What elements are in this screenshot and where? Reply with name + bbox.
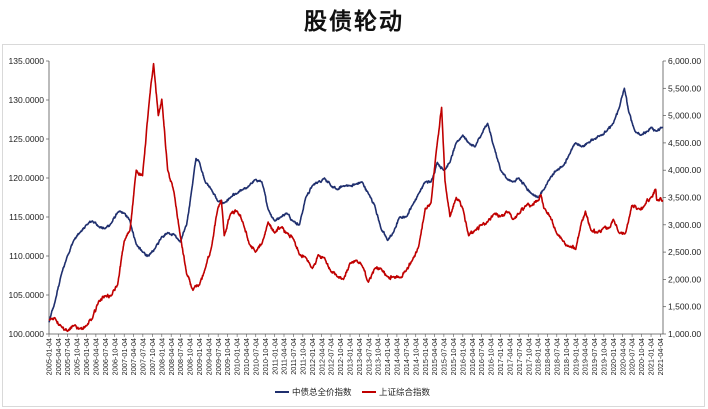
x-tick-label: 2009-01-04 — [195, 338, 204, 375]
legend: 中债总全价指数 上证综合指数 — [275, 387, 431, 398]
x-tick-label: 2005-01-04 — [45, 338, 54, 375]
chart-frame — [2, 44, 705, 407]
x-tick-label: 2011-07-04 — [289, 338, 298, 375]
x-tick-label: 2016-07-04 — [477, 338, 486, 375]
x-tick-label: 2020-01-04 — [609, 338, 618, 375]
x-tick-label: 2009-10-04 — [223, 338, 232, 375]
x-tick-label: 2020-10-04 — [637, 338, 646, 375]
x-tick-label: 2005-10-04 — [73, 338, 82, 375]
x-tick-label: 2005-04-04 — [54, 338, 63, 375]
x-tick-label: 2015-01-04 — [421, 338, 430, 375]
x-tick-label: 2020-04-04 — [618, 338, 627, 375]
x-tick-label: 2019-04-04 — [581, 338, 590, 375]
x-tick-label: 2010-07-04 — [251, 338, 260, 375]
x-tick-label: 2017-01-04 — [496, 338, 505, 375]
y-left-tick-label: 135.0000 — [9, 56, 45, 66]
x-tick-label: 2013-01-04 — [346, 338, 355, 375]
x-tick-label: 2016-01-04 — [458, 338, 467, 375]
x-tick-label: 2006-04-04 — [91, 338, 100, 375]
x-tick-label: 2018-07-04 — [552, 338, 561, 375]
x-tick-label: 2015-10-04 — [449, 338, 458, 375]
x-tick-label: 2017-10-04 — [524, 338, 533, 375]
x-tick-label: 2019-10-04 — [599, 338, 608, 375]
x-tick-label: 2009-04-04 — [204, 338, 213, 375]
y-left-tick-label: 125.0000 — [9, 134, 45, 144]
x-tick-label: 2015-07-04 — [439, 338, 448, 375]
x-tick-label: 2010-10-04 — [261, 338, 270, 375]
y-right-tick-label: 2,500.00 — [668, 247, 701, 257]
chart-title: 股债轮动 — [304, 9, 404, 35]
x-tick-label: 2017-04-04 — [505, 338, 514, 375]
x-tick-label: 2008-10-04 — [186, 338, 195, 375]
x-tick-label: 2006-01-04 — [82, 338, 91, 375]
x-tick-label: 2006-10-04 — [110, 338, 119, 375]
x-tick-label: 2016-10-04 — [487, 338, 496, 375]
x-tick-label: 2015-04-04 — [430, 338, 439, 375]
x-tick-label: 2013-10-04 — [374, 338, 383, 375]
x-tick-label: 2018-01-04 — [534, 338, 543, 375]
series-line-0 — [48, 87, 664, 323]
x-tick-label: 2013-04-04 — [355, 338, 364, 375]
y-left-tick-label: 100.0000 — [9, 329, 45, 339]
y-left-tick-label: 115.0000 — [9, 212, 44, 222]
x-tick-label: 2019-07-04 — [590, 338, 599, 375]
y-right-tick-label: 2,000.00 — [668, 274, 701, 284]
x-tick-label: 2008-07-04 — [176, 338, 185, 375]
y-right-tick-label: 5,500.00 — [668, 83, 701, 93]
x-tick-label: 2009-07-04 — [214, 338, 223, 375]
x-tick-label: 2006-07-04 — [101, 338, 110, 375]
x-tick-label: 2019-01-04 — [571, 338, 580, 375]
x-tick-label: 2021-04-04 — [656, 338, 665, 375]
y-left-tick-label: 105.0000 — [9, 290, 45, 300]
x-tick-label: 2012-04-04 — [317, 338, 326, 375]
x-tick-label: 2020-07-04 — [628, 338, 637, 375]
x-tick-label: 2007-10-04 — [148, 338, 157, 375]
x-tick-label: 2014-01-04 — [383, 338, 392, 375]
y-left-tick-label: 120.0000 — [9, 173, 45, 183]
x-tick-label: 2012-07-04 — [327, 338, 336, 375]
y-right-tick-label: 3,500.00 — [668, 193, 701, 203]
x-tick-label: 2018-04-04 — [543, 338, 552, 375]
x-tick-label: 2014-04-04 — [392, 338, 401, 375]
x-tick-label: 2012-01-04 — [308, 338, 317, 375]
x-tick-label: 2010-01-04 — [233, 338, 242, 375]
y-right-tick-label: 4,000.00 — [668, 165, 701, 175]
y-right-tick-label: 3,000.00 — [668, 220, 701, 230]
axes: 100.0000 105.0000 110.0000 115.0000 120.0000… — [9, 56, 702, 375]
x-tick-label: 2012-10-04 — [336, 338, 345, 375]
y-right-tick-label: 6,000.00 — [668, 56, 701, 66]
y-left-tick-label: 130.0000 — [9, 95, 45, 105]
x-tick-label: 2011-10-04 — [298, 338, 307, 375]
y-right-tick-label: 5,000.00 — [668, 111, 701, 121]
x-tick-label: 2011-04-04 — [280, 338, 289, 375]
series-lines — [48, 62, 664, 333]
x-tick-label: 2018-10-04 — [562, 338, 571, 375]
x-tick-label: 2011-01-04 — [270, 338, 279, 375]
x-tick-label: 2007-04-04 — [129, 338, 138, 375]
x-tick-label: 2016-04-04 — [468, 338, 477, 375]
y-right-tick-label: 1,000.00 — [668, 329, 701, 339]
series-line-1 — [48, 62, 664, 333]
x-tick-label: 2013-07-04 — [364, 338, 373, 375]
x-tick-label: 2005-07-04 — [63, 338, 72, 375]
legend-label-1: 上证综合指数 — [379, 387, 431, 398]
x-tick-label: 2007-01-04 — [120, 338, 129, 375]
x-tick-label: 2014-10-04 — [411, 338, 420, 375]
y-left-tick-label: 110.0000 — [9, 251, 44, 261]
x-tick-label: 2014-07-04 — [402, 338, 411, 375]
y-right-tick-label: 1,500.00 — [668, 302, 701, 312]
x-tick-label: 2008-01-04 — [157, 338, 166, 375]
legend-label-0: 中债总全价指数 — [292, 387, 352, 398]
y-right-tick-label: 4,500.00 — [668, 138, 701, 148]
x-tick-label: 2017-07-04 — [515, 338, 524, 375]
x-tick-label: 2008-04-04 — [167, 338, 176, 375]
x-tick-label: 2007-07-04 — [138, 338, 147, 375]
x-tick-label: 2010-04-04 — [242, 338, 251, 375]
x-tick-label: 2021-01-04 — [647, 338, 656, 375]
